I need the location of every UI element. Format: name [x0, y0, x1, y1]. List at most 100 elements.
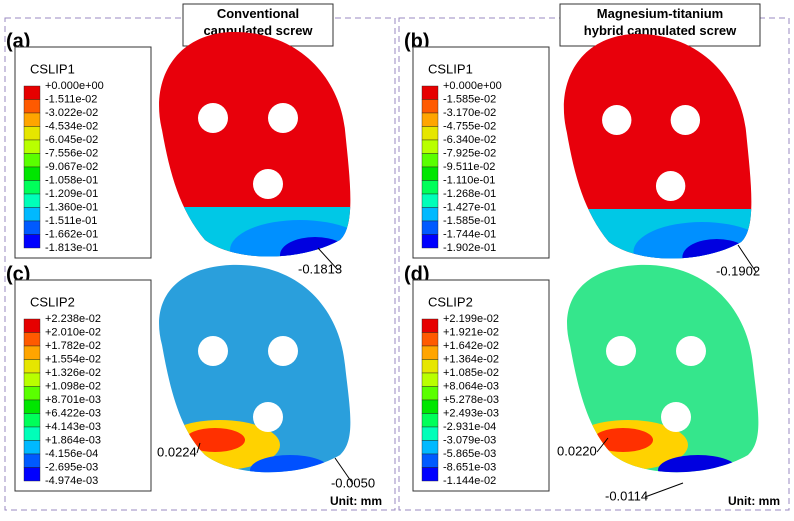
legend-swatch [421, 318, 439, 333]
legend-label: +1.921e-02 [443, 326, 499, 338]
legend-swatch [421, 193, 439, 208]
legend-title: CSLIP2 [30, 294, 75, 309]
legend-label: +1.864e-03 [45, 434, 101, 446]
plate [159, 31, 351, 257]
legend-label: -1.585e-02 [443, 93, 496, 105]
legend-swatch [23, 220, 41, 235]
legend-label: -3.079e-03 [443, 434, 496, 446]
legend-swatch [421, 220, 439, 235]
screw-hole [606, 336, 636, 366]
annotation: 0.0220 [557, 443, 597, 458]
legend-label: +0.000e+00 [45, 80, 104, 92]
legend-label: -1.360e-01 [45, 201, 98, 213]
annotation: 0.0224 [157, 444, 197, 459]
plate-body [563, 33, 752, 259]
screw-hole [602, 105, 632, 135]
legend-label: +1.326e-02 [45, 367, 101, 379]
legend-label: -2.931e-04 [443, 421, 496, 433]
legend-label: +1.642e-02 [443, 340, 499, 352]
legend-label: -1.110e-01 [443, 174, 495, 186]
unit-label: Unit: mm [330, 494, 382, 508]
legend-label: -6.045e-02 [45, 134, 98, 146]
legend-label: +1.085e-02 [443, 367, 499, 379]
legend-label: +8.064e-03 [443, 380, 499, 392]
legend-swatch [23, 332, 41, 347]
legend-title: CSLIP1 [30, 61, 75, 76]
legend-swatch [421, 440, 439, 455]
panel: (d)CSLIP2+2.199e-02+1.921e-02+1.642e-02+… [404, 263, 780, 508]
legend-label: -1.902e-01 [443, 242, 496, 254]
leader-line [334, 457, 354, 485]
legend-swatch [421, 426, 439, 441]
legend-label: +1.364e-02 [443, 353, 499, 365]
legend-swatch [421, 207, 439, 222]
legend-label: -1.813e-01 [45, 242, 98, 254]
legend-label: +0.000e+00 [443, 80, 502, 92]
screw-hole [670, 105, 701, 135]
legend-label: +6.422e-03 [45, 407, 101, 419]
legend-swatch [23, 386, 41, 401]
legend-swatch [421, 180, 439, 195]
screw-hole [661, 402, 691, 432]
screw-hole [268, 103, 298, 133]
legend-swatch [421, 85, 439, 100]
legend-label: -1.058e-01 [45, 174, 98, 186]
legend-title: CSLIP2 [428, 294, 473, 309]
legend-label: -3.022e-02 [45, 107, 98, 119]
legend-swatch [421, 345, 439, 360]
legend-swatch [23, 112, 41, 127]
legend-label: -5.865e-03 [443, 448, 496, 460]
legend-swatch [421, 126, 439, 141]
legend-swatch [23, 372, 41, 387]
legend-swatch [23, 166, 41, 181]
legend-swatch [421, 359, 439, 374]
legend-title: CSLIP1 [428, 61, 473, 76]
contour-band [250, 455, 330, 473]
leader-line [596, 437, 609, 453]
legend-label: -1.427e-01 [443, 201, 496, 213]
legend-label: -2.695e-03 [45, 461, 98, 473]
leader-line [644, 482, 684, 498]
legend-swatch [421, 153, 439, 168]
legend-swatch [23, 153, 41, 168]
legend-label: -4.534e-02 [45, 120, 98, 132]
legend-label: +1.554e-02 [45, 353, 101, 365]
contour-band [593, 428, 653, 452]
header-line: hybrid cannulated screw [584, 23, 737, 38]
plate-body [567, 264, 759, 473]
legend-label: +8.701e-03 [45, 394, 101, 406]
legend-label: -8.651e-03 [443, 461, 496, 473]
legend-label: -1.585e-01 [443, 215, 496, 227]
legend-label: -1.144e-02 [443, 475, 496, 487]
annotation: -0.0050 [331, 475, 375, 490]
legend-swatch [421, 332, 439, 347]
legend-label: +2.493e-03 [443, 407, 499, 419]
legend-swatch [421, 399, 439, 414]
legend-swatch [23, 207, 41, 222]
legend-swatch [421, 413, 439, 428]
legend-label: -3.170e-02 [443, 107, 496, 119]
leader-line [317, 247, 339, 271]
legend-label: -1.511e-02 [45, 93, 97, 105]
legend-label: -9.067e-02 [45, 161, 98, 173]
legend-label: -1.744e-01 [443, 228, 496, 240]
legend-swatch [23, 139, 41, 154]
leader-line [737, 244, 757, 273]
legend-swatch [23, 180, 41, 195]
legend-swatch [23, 318, 41, 333]
legend-swatch [421, 99, 439, 114]
plate [563, 33, 752, 259]
legend-label: -4.974e-03 [45, 475, 98, 487]
legend-label: +2.199e-02 [443, 313, 499, 325]
legend-swatch [23, 399, 41, 414]
legend-swatch [23, 413, 41, 428]
legend-label: +4.143e-03 [45, 421, 101, 433]
legend-swatch [23, 467, 41, 482]
screw-hole [676, 336, 706, 366]
legend-swatch [421, 139, 439, 154]
legend-label: +5.278e-03 [443, 394, 499, 406]
legend-swatch [23, 99, 41, 114]
legend-swatch [23, 426, 41, 441]
legend-label: +1.098e-02 [45, 380, 101, 392]
